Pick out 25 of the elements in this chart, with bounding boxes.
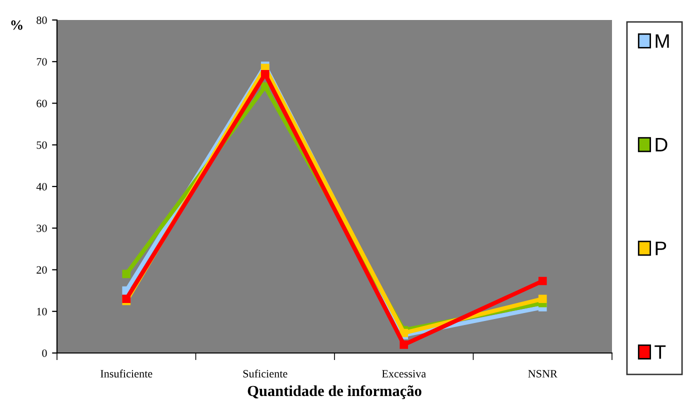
point bbox=[260, 82, 270, 91]
y-tick-label: 70 bbox=[36, 58, 47, 66]
legend-label: T bbox=[654, 345, 666, 359]
legend-label: M bbox=[656, 34, 669, 48]
point bbox=[538, 294, 547, 304]
point bbox=[260, 70, 270, 78]
x-tick-label: NSNR bbox=[528, 370, 558, 378]
point bbox=[538, 276, 547, 286]
y-tick-label: 20 bbox=[36, 266, 47, 274]
legend-label: D bbox=[656, 138, 668, 152]
point bbox=[122, 270, 131, 278]
y-tick-label: 40 bbox=[36, 182, 47, 190]
y-tick-label: 10 bbox=[37, 308, 47, 316]
y-tick-label: 0 bbox=[42, 349, 47, 357]
legend-label: P bbox=[656, 242, 666, 256]
y-tick-label: 30 bbox=[36, 224, 47, 232]
y-tick-label: 80 bbox=[36, 16, 47, 24]
y-tick-label: 50 bbox=[36, 141, 47, 149]
y-axis-title: % bbox=[11, 20, 22, 30]
x-axis-title: Quantidade de informação bbox=[248, 385, 422, 400]
x-tick-label: Excessiva bbox=[382, 370, 426, 378]
x-tick-label: Insuficiente bbox=[100, 370, 152, 378]
y-tick-label: 60 bbox=[36, 100, 47, 108]
point bbox=[400, 340, 408, 349]
x-tick-label: Suficiente bbox=[243, 370, 288, 378]
